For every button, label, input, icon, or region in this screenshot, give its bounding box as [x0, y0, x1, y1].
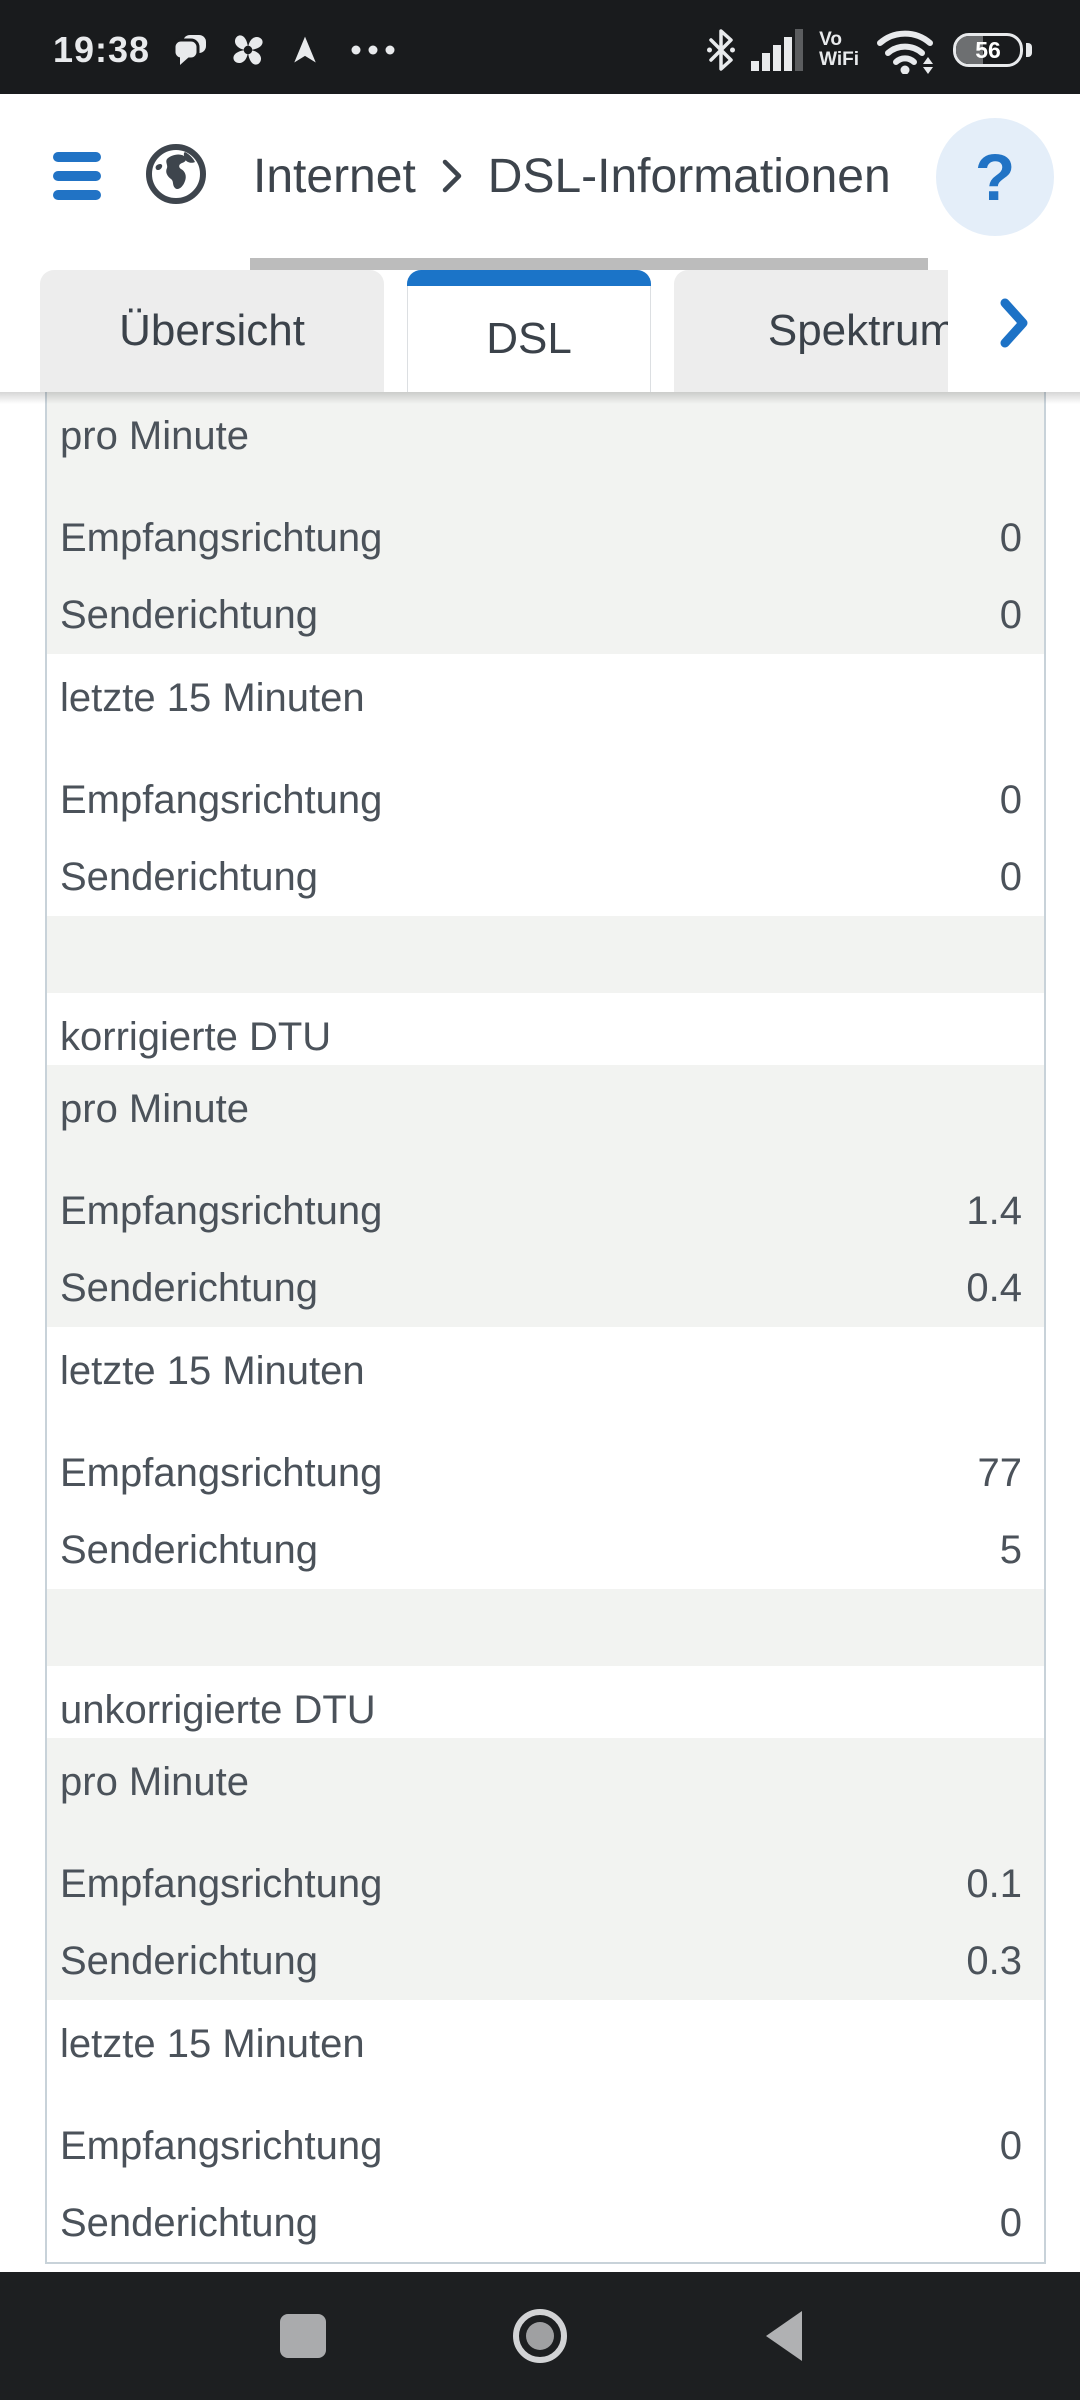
battery-percent: 56 — [975, 36, 1001, 63]
row-label: Senderichtung — [60, 855, 318, 899]
table-section: pro Minute Empfangsrichtung 0.1 Senderic… — [47, 1738, 1044, 2000]
row-value: 1.4 — [966, 1189, 1022, 1233]
group-header: unkorrigierte DTU — [47, 1666, 1044, 1738]
tab-bar: Übersicht DSL Spektrum — [0, 258, 1080, 404]
row-value: 77 — [977, 1451, 1023, 1495]
table-row: Empfangsrichtung 0 — [60, 2108, 1022, 2185]
tab-more-button[interactable] — [948, 258, 1080, 392]
recents-button[interactable] — [280, 2314, 326, 2358]
wifi-icon — [875, 26, 937, 74]
table-section: letzte 15 Minuten Empfangsrichtung 77 Se… — [47, 1327, 1044, 1589]
home-button[interactable] — [508, 2304, 572, 2373]
table-row: Senderichtung 0 — [60, 2185, 1022, 2262]
breadcrumb-chevron-icon — [440, 156, 464, 196]
help-button[interactable]: ? — [936, 118, 1054, 236]
row-value: 0 — [999, 593, 1022, 637]
section-subheader: pro Minute — [60, 1760, 249, 1804]
android-nav-bar — [0, 2272, 1080, 2400]
row-label: Empfangsrichtung — [60, 2124, 383, 2168]
breadcrumb-page-title: DSL-Informationen — [487, 149, 891, 203]
signal-icon — [751, 29, 804, 71]
menu-icon[interactable] — [53, 152, 101, 200]
table-row: Empfangsrichtung 0 — [60, 500, 1022, 577]
table-section: letzte 15 Minuten Empfangsrichtung 0 Sen… — [47, 654, 1044, 916]
row-label: Empfangsrichtung — [60, 1451, 383, 1495]
battery-fill — [956, 36, 983, 64]
table-row: Empfangsrichtung 0.1 — [60, 1846, 1022, 1923]
row-value: 0.3 — [966, 1939, 1022, 1983]
content-area: pro Minute Empfangsrichtung 0 Sendericht… — [0, 392, 1080, 2272]
section-subheader: letzte 15 Minuten — [60, 676, 365, 720]
table-row: Empfangsrichtung 77 — [60, 1435, 1022, 1512]
row-value: 0 — [999, 2124, 1022, 2168]
row-label: Senderichtung — [60, 1528, 318, 1572]
row-label: Senderichtung — [60, 1266, 318, 1310]
row-value: 0 — [999, 516, 1022, 560]
row-value: 5 — [999, 1528, 1022, 1572]
table-section: pro Minute Empfangsrichtung 0 Sendericht… — [47, 392, 1044, 654]
row-label: Empfangsrichtung — [60, 1189, 383, 1233]
table-row: Senderichtung 5 — [60, 1512, 1022, 1589]
row-value: 0.1 — [966, 1862, 1022, 1906]
tab-scrollbar[interactable] — [250, 258, 928, 270]
group-header: korrigierte DTU — [47, 993, 1044, 1065]
row-label: Empfangsrichtung — [60, 778, 383, 822]
app-header: Internet DSL-Informationen ? — [0, 94, 1080, 258]
back-button[interactable] — [764, 2310, 804, 2367]
table-row: Senderichtung 0 — [60, 577, 1022, 654]
section-subheader: letzte 15 Minuten — [60, 2022, 365, 2066]
fan-icon — [230, 32, 266, 68]
section-subheader: letzte 15 Minuten — [60, 1349, 365, 1393]
row-label: Senderichtung — [60, 2201, 318, 2245]
table-section: letzte 15 Minuten Empfangsrichtung 0 Sen… — [47, 2000, 1044, 2262]
row-value: 0.4 — [966, 1266, 1022, 1310]
row-value: 0 — [999, 2201, 1022, 2245]
row-label: Senderichtung — [60, 593, 318, 637]
message-icon — [172, 33, 208, 67]
table-row: Senderichtung 0.4 — [60, 1250, 1022, 1327]
tab-dsl[interactable]: DSL — [407, 270, 651, 392]
section-spacer — [47, 1589, 1044, 1666]
row-label: Senderichtung — [60, 1939, 318, 1983]
row-label: Empfangsrichtung — [60, 516, 383, 560]
section-spacer — [47, 916, 1044, 993]
tab-uebersicht[interactable]: Übersicht — [40, 270, 384, 392]
table-row: Senderichtung 0 — [60, 839, 1022, 916]
table-row: Empfangsrichtung 0 — [60, 762, 1022, 839]
row-value: 0 — [999, 855, 1022, 899]
dsl-statistics-table: pro Minute Empfangsrichtung 0 Sendericht… — [45, 392, 1046, 2264]
breadcrumb-section[interactable]: Internet — [253, 149, 416, 203]
table-section: pro Minute Empfangsrichtung 1.4 Senderic… — [47, 1065, 1044, 1327]
row-label: Empfangsrichtung — [60, 1862, 383, 1906]
table-row: Empfangsrichtung 1.4 — [60, 1173, 1022, 1250]
row-value: 0 — [999, 778, 1022, 822]
navigation-icon — [288, 34, 322, 66]
section-subheader: pro Minute — [60, 1087, 249, 1131]
bluetooth-icon — [707, 28, 736, 72]
vowifi-label: Vo WiFi — [819, 29, 859, 70]
tab-more-chevron-icon — [998, 296, 1030, 355]
globe-icon — [145, 143, 207, 210]
table-row: Senderichtung 0.3 — [60, 1923, 1022, 2000]
clock: 19:38 — [53, 29, 151, 70]
more-dots-icon — [350, 45, 396, 55]
status-bar: 19:38 — [0, 0, 1080, 94]
battery-icon: 56 — [953, 33, 1032, 67]
section-subheader: pro Minute — [60, 414, 249, 458]
